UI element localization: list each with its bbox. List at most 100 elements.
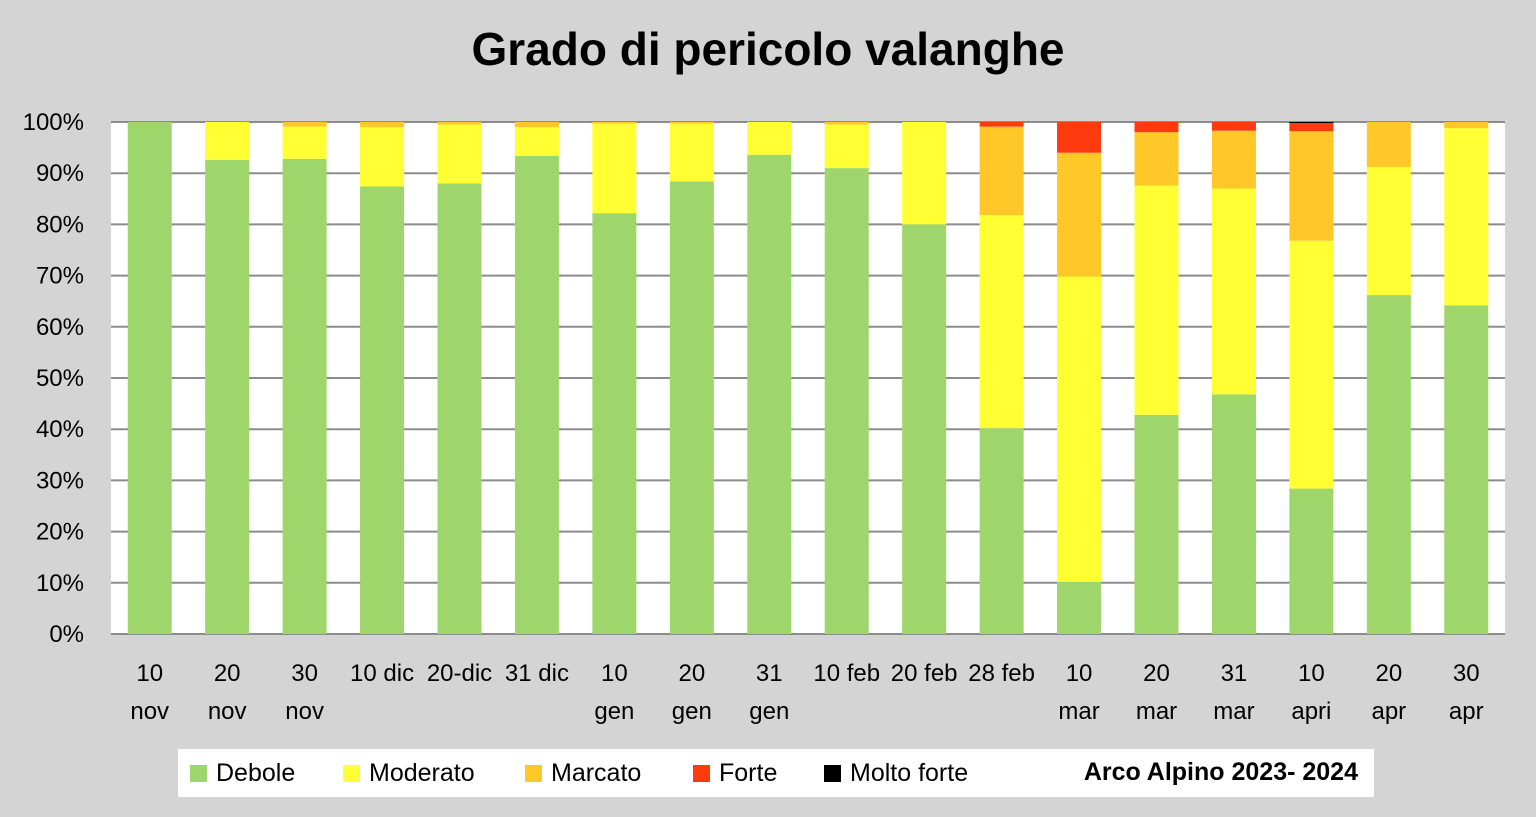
bar-segment-marcato bbox=[282, 122, 327, 127]
bar-segment-forte bbox=[1134, 122, 1179, 133]
bar-segment-moderato bbox=[747, 122, 792, 155]
bar-segment-marcato bbox=[1211, 130, 1256, 189]
bar-segment-marcato bbox=[979, 126, 1024, 216]
bar-segment-forte bbox=[1057, 122, 1102, 153]
x-tick-label: 31 dic bbox=[505, 660, 569, 687]
bar-segment-debole bbox=[1366, 295, 1411, 634]
x-tick-label: 10 mar bbox=[1058, 660, 1099, 725]
bar-segment-moderato bbox=[592, 123, 637, 214]
bar-segment-marcato bbox=[514, 122, 559, 128]
bar-segment-debole bbox=[437, 183, 482, 634]
y-tick-label: 80% bbox=[36, 211, 84, 238]
legend-label: Marcato bbox=[551, 758, 642, 787]
legend-swatch bbox=[343, 764, 360, 782]
x-tick-label: 10 feb bbox=[813, 660, 880, 687]
x-tick-label: 10 dic bbox=[350, 660, 414, 687]
bar-segment-debole bbox=[747, 154, 792, 634]
legend: Debole Moderato Marcato Forte Molto forte Ar… bbox=[178, 749, 1374, 797]
bar-segment-marcato bbox=[1057, 152, 1102, 277]
bar-segment-moderato bbox=[902, 122, 947, 225]
bar-segment-moderato bbox=[669, 123, 714, 182]
chart-plot: 0% 10% 20% 30% 40% 50% 60% 70% 80% 90% 100% 10 nov 2… bbox=[23, 109, 1505, 725]
bar-segment-moderato bbox=[282, 126, 327, 159]
bar-segment-marcato bbox=[1444, 122, 1489, 129]
legend-item-debole: Debole bbox=[190, 759, 295, 787]
bar-segment-debole bbox=[1211, 394, 1256, 634]
legend-item-molto-forte: Molto forte bbox=[824, 759, 968, 787]
y-tick-label: 90% bbox=[36, 160, 84, 187]
x-tick-label: 20 mar bbox=[1136, 660, 1177, 725]
y-tick-label: 30% bbox=[36, 467, 84, 494]
bar-segment-debole bbox=[592, 213, 637, 635]
bar-segment-debole bbox=[902, 224, 947, 634]
bar-segment-marcato bbox=[1366, 122, 1411, 168]
bar-segment-debole bbox=[979, 428, 1024, 634]
bar-segment-marcato bbox=[592, 122, 637, 124]
bar-segment-debole bbox=[1444, 305, 1489, 634]
x-tick-label: 20 gen bbox=[672, 660, 712, 725]
bar-segment-molto-forte bbox=[1289, 122, 1334, 124]
y-tick-label: 10% bbox=[36, 570, 84, 597]
bar-segment-moderato bbox=[824, 124, 869, 169]
x-tick-label: 10 gen bbox=[594, 660, 634, 725]
legend-swatch bbox=[190, 764, 207, 782]
x-tick-label: 31 mar bbox=[1213, 660, 1254, 725]
bar-segment-moderato bbox=[437, 124, 482, 184]
y-tick-label: 0% bbox=[49, 621, 84, 648]
bar-segment-marcato bbox=[669, 122, 714, 124]
bar-segment-debole bbox=[1134, 414, 1179, 634]
legend-label: Forte bbox=[719, 758, 778, 787]
legend-swatch bbox=[824, 764, 841, 782]
y-tick-label: 100% bbox=[23, 109, 84, 136]
bar-segment-debole bbox=[282, 158, 327, 634]
x-tick-label: 20 feb bbox=[891, 660, 958, 687]
bar-segment-marcato bbox=[824, 122, 869, 125]
bar-segment-moderato bbox=[514, 127, 559, 156]
x-tick-label: 31 gen bbox=[749, 660, 789, 725]
legend-swatch bbox=[693, 764, 710, 782]
x-tick-label: 20 apr bbox=[1371, 660, 1406, 725]
bar-segment-moderato bbox=[1289, 240, 1334, 489]
legend-note: Arco Alpino 2023- 2024 bbox=[1083, 758, 1358, 786]
legend-swatch bbox=[525, 764, 542, 782]
legend-item-marcato: Marcato bbox=[525, 759, 641, 787]
y-tick-label: 70% bbox=[36, 263, 84, 290]
bar-segment-forte bbox=[1211, 122, 1256, 131]
chart-title: Grado di pericolo valanghe bbox=[471, 23, 1065, 75]
x-tick-label: 30 apr bbox=[1449, 660, 1484, 725]
bar-segment-moderato bbox=[205, 122, 250, 160]
bar-segment-moderato bbox=[1057, 276, 1102, 582]
bar-segment-moderato bbox=[1366, 167, 1411, 296]
y-tick-label: 50% bbox=[36, 365, 84, 392]
legend-item-moderato: Moderato bbox=[343, 759, 475, 787]
bar-segment-moderato bbox=[1134, 185, 1179, 415]
x-tick-label: 28 feb bbox=[968, 660, 1035, 687]
bar-segment-moderato bbox=[1444, 128, 1489, 306]
bar-segment-moderato bbox=[1211, 188, 1256, 395]
bar-segment-debole bbox=[824, 168, 869, 634]
x-tick-label: 20-dic bbox=[427, 660, 492, 687]
bar-segment-marcato bbox=[437, 122, 482, 125]
bar-segment-marcato bbox=[1134, 132, 1179, 186]
legend-label: Moderato bbox=[369, 758, 475, 787]
bar-segment-forte bbox=[1289, 123, 1334, 132]
y-tick-label: 20% bbox=[36, 519, 84, 546]
x-tick-label: 10 nov bbox=[130, 660, 169, 725]
y-tick-label: 60% bbox=[36, 314, 84, 341]
bar-segment-debole bbox=[1289, 488, 1334, 634]
bar-segment-debole bbox=[669, 181, 714, 634]
bar-segment-debole bbox=[514, 155, 559, 635]
bar-segment-moderato bbox=[979, 215, 1024, 429]
legend-label: Molto forte bbox=[850, 758, 969, 787]
bar-segment-forte bbox=[979, 122, 1024, 127]
bar-segment-marcato bbox=[1289, 131, 1334, 241]
y-tick-label: 40% bbox=[36, 416, 84, 443]
x-tick-label: 30 nov bbox=[285, 660, 324, 725]
bar-segment-debole bbox=[1057, 581, 1102, 634]
bar-segment-debole bbox=[205, 159, 250, 634]
bar-segment-debole bbox=[127, 122, 172, 634]
bar-segment-moderato bbox=[360, 127, 405, 187]
bar-segment-debole bbox=[360, 186, 405, 634]
legend-label: Debole bbox=[216, 758, 296, 787]
